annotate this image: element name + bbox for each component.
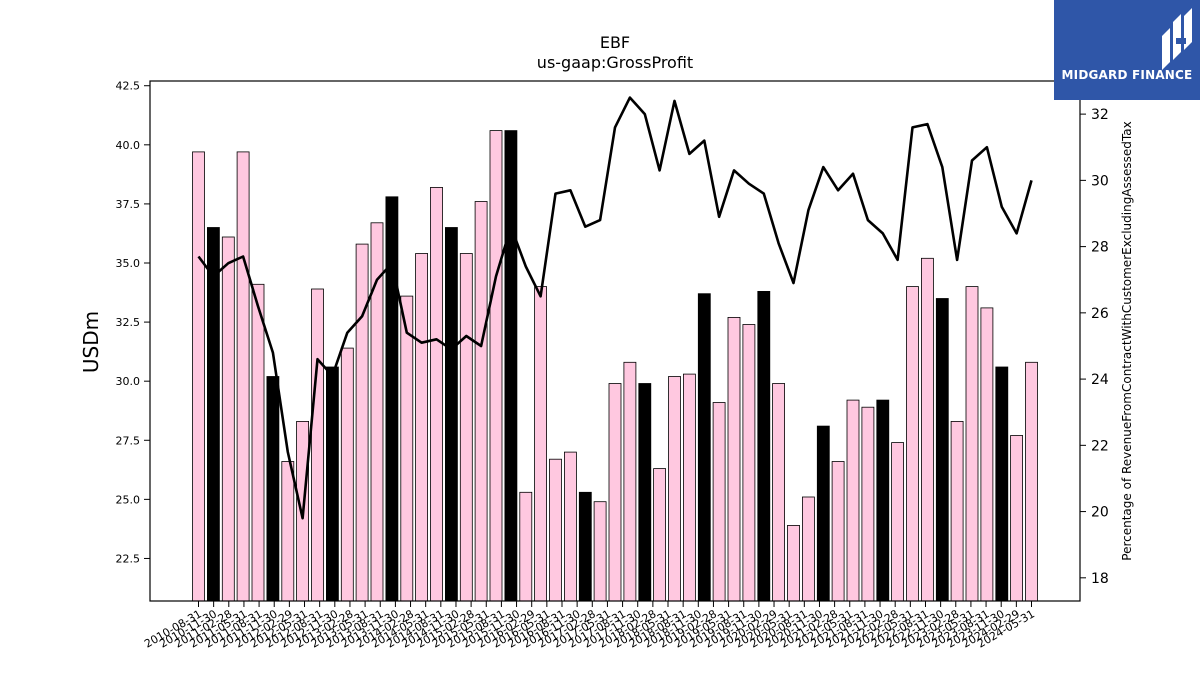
bar — [816, 425, 830, 602]
y-tick-label: 22.5 — [116, 552, 141, 565]
bar — [1025, 361, 1038, 602]
bar — [281, 461, 295, 602]
bar — [757, 290, 771, 602]
bar — [876, 399, 890, 602]
bar — [578, 491, 592, 602]
y-right-tick-label: 32 — [1091, 107, 1109, 123]
bar — [623, 361, 637, 602]
bar — [891, 442, 904, 602]
bar — [400, 295, 414, 602]
line-series — [197, 96, 1033, 520]
bar — [251, 283, 265, 602]
bar — [787, 525, 800, 602]
bar — [921, 257, 934, 602]
y-right-tick-label: 18 — [1091, 571, 1109, 587]
bar — [906, 286, 919, 602]
bar — [221, 236, 235, 602]
bar — [236, 151, 250, 602]
bar — [593, 501, 607, 602]
bar — [311, 288, 324, 602]
y-right-tick-label: 30 — [1091, 173, 1109, 189]
brand-logo: MIDGARD FINANCE — [1054, 0, 1200, 100]
bar — [266, 376, 280, 602]
y-right-tick-label: 22 — [1091, 438, 1109, 454]
bar — [444, 227, 458, 602]
y-axis-label-right: Percentage of RevenueFromContractWithCus… — [1120, 121, 1134, 560]
line-path — [197, 96, 1033, 520]
y-axis-left: 22.5 25.0 27.5 30.0 32.5 35.0 37.5 40.0 42.5 — [116, 80, 150, 565]
bar — [325, 366, 339, 602]
x-axis: 2010-08-312010-11-302011-02-282011-05-31… — [142, 601, 1037, 651]
bar — [727, 316, 741, 602]
bar — [980, 307, 994, 602]
bar — [385, 196, 399, 602]
bar — [608, 383, 622, 602]
y-tick-label: 37.5 — [116, 198, 141, 211]
bar — [534, 286, 547, 602]
y-tick-label: 42.5 — [116, 80, 141, 93]
bar — [549, 458, 562, 602]
y-right-tick-label: 24 — [1091, 372, 1109, 388]
logo-text: MIDGARD FINANCE — [1061, 68, 1193, 82]
bar — [340, 347, 354, 602]
bar — [683, 373, 696, 602]
y-right-tick-label: 28 — [1091, 240, 1109, 256]
bar — [712, 402, 726, 602]
bar — [995, 366, 1009, 602]
bar — [950, 420, 964, 602]
bar — [564, 451, 577, 602]
y-tick-label: 27.5 — [116, 434, 141, 447]
bar — [1010, 435, 1023, 602]
bar — [355, 243, 369, 602]
y-tick-label: 40.0 — [116, 139, 141, 152]
bar — [489, 130, 503, 602]
y-tick-label: 35.0 — [116, 257, 141, 270]
bar — [206, 227, 220, 602]
bar — [519, 491, 533, 602]
y-right-tick-label: 20 — [1091, 505, 1109, 521]
bar — [697, 293, 711, 602]
bar — [935, 298, 949, 602]
bar — [802, 496, 815, 602]
bar — [965, 286, 979, 602]
bar — [638, 383, 652, 602]
chart-subtitle: us-gaap:GrossProfit — [537, 53, 693, 72]
plot-frame — [149, 80, 1081, 602]
y-right-tick-label: 26 — [1091, 306, 1109, 322]
logo-mark-icon — [1162, 8, 1192, 70]
y-tick-label: 30.0 — [116, 375, 141, 388]
y-axis-label: USDm — [79, 311, 103, 373]
bar — [772, 383, 785, 602]
bar — [474, 201, 488, 602]
bar-series — [192, 130, 1038, 602]
y-tick-label: 32.5 — [116, 316, 141, 329]
bar — [415, 253, 429, 602]
y-axis-right: 18 20 22 24 26 28 30 32 — [1080, 107, 1109, 587]
chart-title: EBF — [600, 33, 630, 52]
bar — [430, 186, 443, 602]
bar — [459, 253, 473, 602]
bar — [831, 461, 845, 602]
bar — [861, 406, 875, 602]
bar — [846, 399, 860, 602]
bar — [504, 130, 518, 602]
bar — [668, 376, 681, 602]
y-tick-label: 25.0 — [116, 493, 141, 506]
bar — [192, 151, 205, 602]
bar — [653, 468, 666, 602]
bar — [742, 324, 756, 602]
